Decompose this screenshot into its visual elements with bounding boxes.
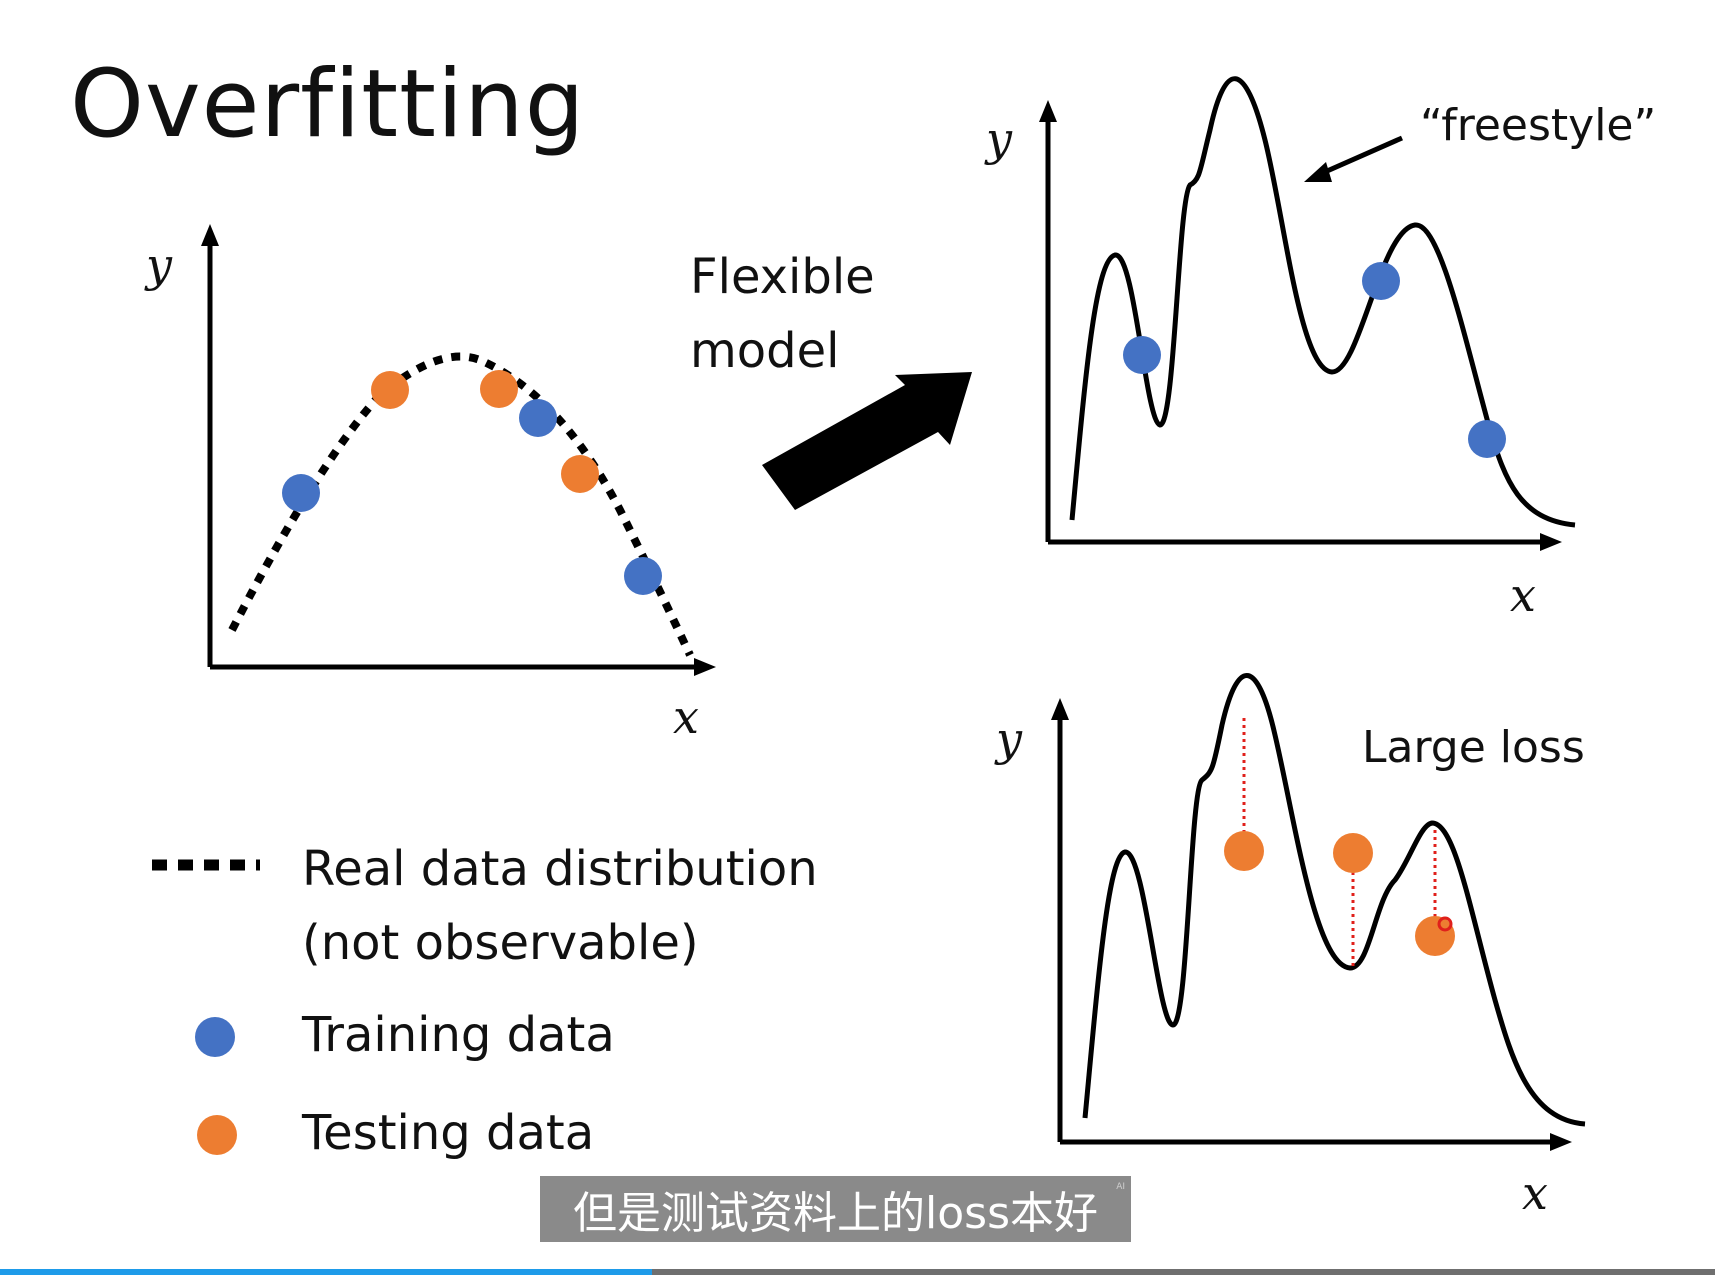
legend-real-line1: Real data distribution	[302, 841, 818, 897]
training-point	[1468, 420, 1506, 458]
bottom-right-y-label: y	[996, 712, 1022, 766]
training-point	[624, 557, 662, 595]
left-y-label: y	[146, 238, 172, 292]
testing-point	[1333, 833, 1373, 873]
freestyle-pointer-head	[1304, 162, 1332, 182]
left-y-arrow	[201, 224, 219, 246]
training-point	[1362, 262, 1400, 300]
video-progress-bar[interactable]	[0, 1269, 1715, 1275]
left-plot	[201, 224, 716, 676]
top-right-x-label: x	[1510, 568, 1536, 622]
training-point	[1123, 336, 1161, 374]
legend	[152, 859, 260, 1155]
top-right-plot	[1039, 76, 1576, 551]
real-distribution-curve	[228, 352, 694, 657]
testing-point	[1224, 831, 1264, 871]
tr-x-arrow	[1540, 533, 1562, 551]
bottom-right-x-label: x	[1522, 1166, 1548, 1220]
freestyle-curve-bottom	[1082, 673, 1586, 1127]
testing-point	[371, 371, 409, 409]
flexible-label-line1: Flexible	[690, 249, 875, 305]
freestyle-pointer-line	[1316, 135, 1404, 178]
legend-testing-label: Testing data	[302, 1105, 595, 1161]
legend-training-marker	[195, 1017, 235, 1057]
testing-point	[480, 370, 518, 408]
cursor-indicator	[1437, 916, 1453, 932]
ai-badge: AI	[1116, 1182, 1125, 1192]
left-x-arrow	[694, 658, 716, 676]
slide-title: Overfitting	[70, 50, 586, 159]
freestyle-curve-top	[1069, 76, 1576, 528]
subtitle-caption: 但是测试资料上的loss本好 AI	[540, 1176, 1131, 1242]
br-x-arrow	[1550, 1133, 1572, 1151]
flexible-model-arrow	[762, 372, 972, 510]
subtitle-text: 但是测试资料上的loss本好	[573, 1188, 1098, 1239]
testing-point	[561, 455, 599, 493]
legend-real-line2: (not observable)	[302, 915, 699, 971]
flexible-model-label: Flexible model	[690, 240, 875, 388]
br-y-arrow	[1051, 698, 1069, 720]
large-loss-label: Large loss	[1362, 722, 1585, 773]
training-point	[519, 399, 557, 437]
video-progress-fill	[0, 1269, 652, 1275]
legend-testing-marker	[197, 1115, 237, 1155]
legend-real-distribution-label: Real data distribution (not observable)	[302, 832, 818, 980]
tr-y-arrow	[1039, 100, 1057, 122]
flexible-label-line2: model	[690, 323, 840, 379]
legend-training-label: Training data	[302, 1007, 615, 1063]
bottom-right-plot	[1051, 673, 1586, 1151]
freestyle-label: “freestyle”	[1420, 100, 1657, 151]
top-right-y-label: y	[986, 112, 1012, 166]
training-point	[282, 474, 320, 512]
left-x-label: x	[673, 690, 699, 744]
testing-point	[1415, 916, 1455, 956]
